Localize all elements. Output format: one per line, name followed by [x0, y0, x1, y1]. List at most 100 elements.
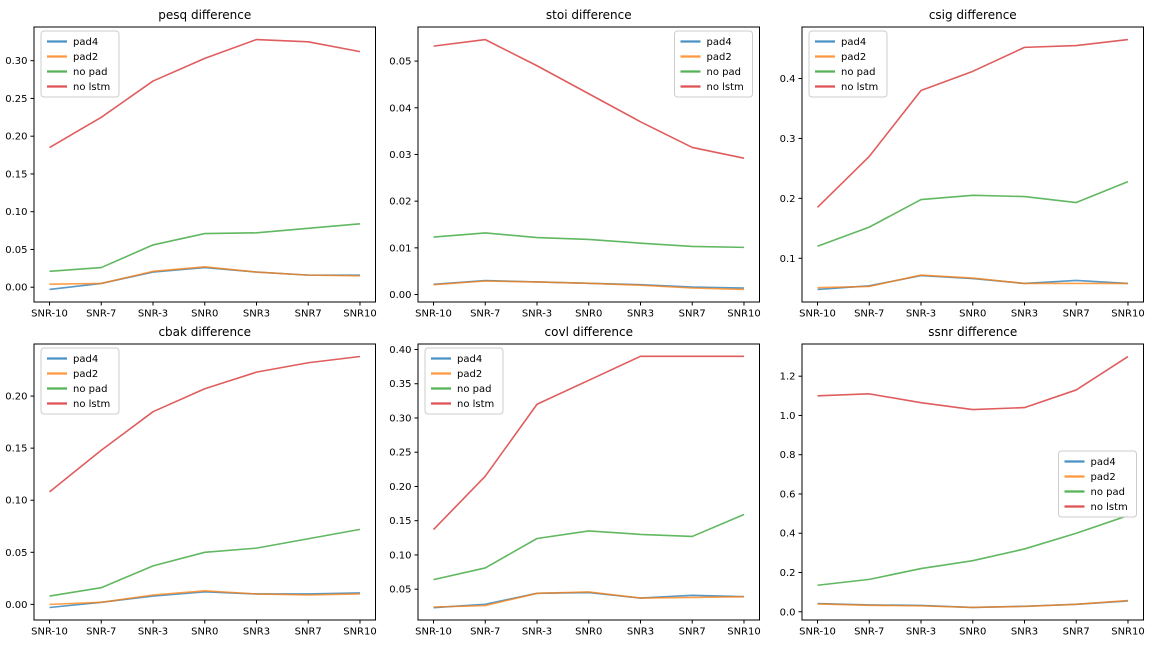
y-tick-label: 0.02	[389, 197, 411, 208]
chart-title: csig difference	[929, 8, 1017, 22]
y-tick-label: 0.15	[5, 169, 27, 180]
y-tick-label: 0.15	[389, 516, 411, 527]
y-tick-label: 0.05	[389, 57, 411, 68]
x-tick-label: SNR3	[243, 309, 270, 320]
legend-label-pad4: pad4	[707, 37, 732, 48]
x-tick-label: SNR-10	[31, 309, 68, 320]
chart-title: covl difference	[545, 325, 633, 339]
legend: pad4 pad2 no pad no lstm	[674, 30, 753, 98]
legend-label-pad2: pad2	[841, 52, 866, 63]
y-tick-label: 0.05	[5, 245, 27, 256]
y-tick-label: 0.01	[389, 243, 411, 254]
chart-title: stoi difference	[546, 8, 632, 22]
subplot-pesq-difference: 0.00 0.05 0.10 0.15 0.20 0.25 0.30 SNR-10 SNR-7 S…	[0, 0, 384, 324]
y-tick-label: 0.6	[780, 489, 796, 500]
legend: pad4 pad2 no pad no lstm	[40, 347, 120, 415]
chart-stoi-difference: 0.00 0.01 0.02 0.03 0.04 0.05 SNR-10 SNR-7 SNR-3…	[389, 8, 761, 320]
legend-box	[1058, 450, 1137, 518]
series-line-no-lstm	[433, 38, 745, 159]
series-line-no-pad	[49, 222, 361, 273]
legend-label-no-lstm: no lstm	[841, 82, 878, 93]
y-tick-label: 0.4	[780, 529, 796, 540]
legend: pad4 pad2 no pad no lstm	[1058, 450, 1137, 518]
x-tick-label: SNR10	[1111, 627, 1145, 638]
legend-label-no-lstm: no lstm	[73, 399, 110, 410]
legend-label-no-pad: no pad	[707, 67, 741, 78]
legend-label-pad2: pad2	[457, 369, 482, 380]
x-tick-label: SNR7	[295, 627, 322, 638]
legend-label-no-pad: no pad	[73, 67, 107, 78]
subplot-cbak-difference: 0.00 0.05 0.10 0.15 0.20 SNR-10 SNR-7 SNR-3 SNR0…	[0, 324, 384, 648]
legend: pad4 pad2 no pad no lstm	[40, 30, 120, 98]
y-tick-label: 0.05	[5, 548, 27, 559]
y-tick-label: 0.30	[5, 56, 27, 67]
y-tick-label: 0.3	[780, 134, 796, 145]
x-tick-label: SNR-3	[906, 309, 936, 320]
x-tick-label: SNR-3	[522, 309, 552, 320]
legend-label-no-pad: no pad	[841, 67, 875, 78]
x-tick-label: SNR-3	[906, 627, 936, 638]
y-tick-label: 0.2	[780, 194, 796, 205]
legend-label-pad2: pad2	[73, 369, 98, 380]
x-tick-label: SNR7	[679, 627, 706, 638]
series-line-no-lstm	[49, 355, 361, 493]
y-tick-label: 0.35	[389, 379, 411, 390]
x-tick-label: SNR-10	[799, 627, 836, 638]
legend-label-pad4: pad4	[73, 37, 98, 48]
series-line-no-pad	[817, 514, 1129, 587]
x-tick-label: SNR3	[1011, 309, 1038, 320]
x-tick-label: SNR-7	[86, 627, 116, 638]
y-tick-label: 0.10	[5, 207, 27, 218]
y-tick-label: 0.10	[389, 550, 411, 561]
x-tick-label: SNR7	[1063, 309, 1090, 320]
legend: pad4 pad2 no pad no lstm	[808, 30, 888, 98]
y-tick-label: 0.00	[389, 290, 411, 301]
subplot-covl-difference: 0.05 0.10 0.15 0.20 0.25 0.30 0.35 0.40 SNR-10 SN…	[384, 324, 768, 648]
series-line-pad2	[433, 591, 744, 608]
subplot-csig-difference: 0.1 0.2 0.3 0.4 SNR-10 SNR-7 SNR-3 SNR0 SNR3 SNR7…	[768, 0, 1152, 324]
x-tick-label: SNR3	[1011, 627, 1038, 638]
y-tick-label: 0.0	[780, 607, 796, 618]
x-tick-label: SNR-10	[415, 627, 452, 638]
series-line-pad2	[49, 590, 360, 606]
y-tick-label: 0.00	[5, 600, 27, 611]
y-tick-label: 0.04	[389, 103, 411, 114]
x-tick-label: SNR-10	[31, 627, 68, 638]
y-tick-label: 1.2	[780, 372, 796, 383]
y-tick-label: 0.03	[389, 150, 411, 161]
chart-ssnr-difference: 0.0 0.2 0.4 0.6 0.8 1.0 1.2 SNR-10 SNR-7 SNR-3 SNR…	[780, 325, 1145, 638]
y-tick-label: 0.15	[5, 444, 27, 455]
legend-label-pad4: pad4	[73, 354, 98, 365]
x-tick-label: SNR7	[1063, 627, 1090, 638]
series-line-no-pad	[817, 180, 1129, 248]
x-tick-label: SNR0	[959, 309, 986, 320]
x-tick-label: SNR3	[627, 309, 654, 320]
y-tick-label: 0.05	[389, 585, 411, 596]
legend-label-no-lstm: no lstm	[707, 82, 744, 93]
series-line-no-lstm	[49, 38, 361, 149]
x-tick-label: SNR-3	[522, 627, 552, 638]
legend-label-no-lstm: no lstm	[1091, 502, 1128, 513]
y-tick-label: 0.20	[389, 482, 411, 493]
y-tick-label: 0.00	[5, 283, 27, 294]
legend-label-no-pad: no pad	[457, 384, 491, 395]
x-tick-label: SNR-7	[470, 309, 500, 320]
x-tick-label: SNR0	[575, 627, 602, 638]
x-tick-label: SNR7	[679, 309, 706, 320]
legend-label-pad4: pad4	[841, 37, 866, 48]
x-tick-label: SNR-10	[415, 309, 452, 320]
x-tick-label: SNR10	[1111, 309, 1145, 320]
x-tick-label: SNR-3	[138, 627, 168, 638]
series-line-no-pad	[49, 528, 361, 597]
series-line-pad2	[817, 274, 1128, 289]
chart-pesq-difference: 0.00 0.05 0.10 0.15 0.20 0.25 0.30 SNR-10 SNR-7 S…	[5, 8, 377, 320]
x-tick-label: SNR0	[959, 627, 986, 638]
y-tick-label: 0.20	[5, 132, 27, 143]
x-tick-label: SNR3	[627, 627, 654, 638]
legend-label-no-lstm: no lstm	[73, 82, 110, 93]
series-line-pad2	[817, 599, 1129, 609]
x-tick-label: SNR-7	[854, 627, 884, 638]
x-tick-label: SNR-7	[86, 309, 116, 320]
legend-label-no-pad: no pad	[73, 384, 107, 395]
